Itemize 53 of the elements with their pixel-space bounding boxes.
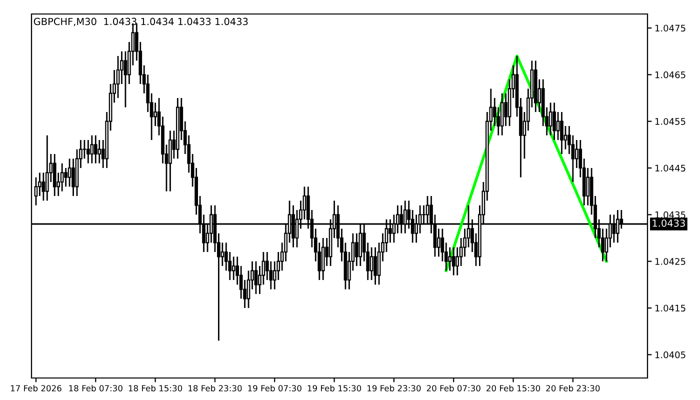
y-tick-label: 1.0465 (655, 71, 686, 78)
candlestick (52, 153, 56, 197)
candlestick (548, 102, 552, 136)
chart-title: GBPCHF,M30 1.0433 1.0434 1.0433 1.0433 (34, 18, 248, 26)
candlestick (168, 130, 172, 192)
x-tick-label: 19 Feb 07:30 (248, 384, 302, 392)
x-tick-label: 18 Feb 15:30 (128, 384, 182, 392)
y-tick-label: 1.0475 (655, 24, 686, 32)
x-tick-label: 18 Feb 07:30 (69, 384, 122, 392)
y-tick-label: 1.0425 (655, 258, 686, 265)
x-tick-label: 20 Feb 23:30 (546, 384, 600, 392)
x-tick-label: 19 Feb 15:30 (308, 384, 362, 392)
candlestick (500, 92, 504, 136)
candlestick (220, 242, 224, 267)
candlestick (437, 228, 440, 258)
candlestick (98, 139, 102, 164)
candlestick (60, 162, 64, 192)
candlestick (560, 111, 564, 155)
x-tick-label: 20 Feb 07:30 (426, 384, 480, 392)
candlestick (374, 246, 377, 286)
candlestick (354, 232, 358, 267)
candlestick (124, 50, 128, 108)
candlestick (154, 102, 157, 127)
candlestick (45, 134, 49, 202)
candlestick (34, 176, 38, 206)
x-tick-label: 20 Feb 15:30 (486, 384, 540, 392)
x-tick-label: 18 Feb 23:30 (188, 384, 242, 392)
y-tick-label: 1.0445 (655, 164, 686, 172)
candlestick (86, 139, 90, 164)
candlestick (448, 246, 452, 272)
candlestick (254, 260, 258, 295)
x-tick-label: 17 Feb 2026 (10, 384, 62, 392)
candlestick (94, 134, 98, 164)
candlestick (64, 167, 68, 188)
candlestick (321, 237, 325, 281)
ref-line-label: 1.0433 (652, 219, 685, 227)
candlestick (574, 139, 578, 169)
candlestick (452, 246, 456, 276)
y-tick-label: 1.0455 (655, 118, 686, 125)
y-tick-label: 1.0435 (655, 211, 686, 218)
candlestick (564, 125, 568, 150)
y-tick-label: 1.0405 (655, 351, 686, 358)
candlestick (116, 55, 120, 99)
x-tick-label: 19 Feb 23:30 (368, 384, 421, 392)
candlestick (232, 256, 236, 281)
candlestick (586, 167, 590, 206)
candlestick (90, 134, 94, 164)
candlestick (370, 246, 374, 281)
candlestick (68, 158, 72, 188)
candlestick (72, 158, 75, 197)
y-tick-label: 1.0415 (655, 304, 686, 312)
candlestick (42, 172, 46, 202)
candlestick (552, 102, 556, 141)
